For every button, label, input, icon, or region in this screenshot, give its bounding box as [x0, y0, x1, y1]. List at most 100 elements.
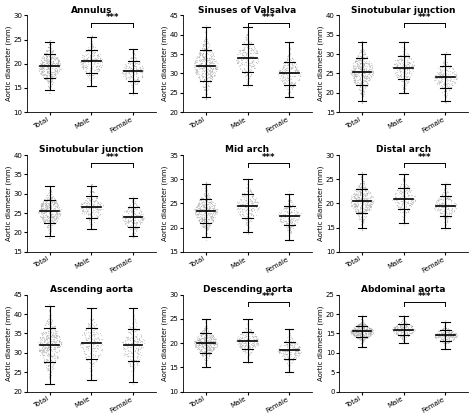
Point: [359, 321, 366, 328]
Point: [440, 189, 448, 195]
Point: [398, 192, 406, 199]
Point: [124, 352, 132, 359]
Point: [128, 353, 136, 360]
Point: [451, 332, 459, 339]
Point: [356, 205, 364, 212]
Point: [48, 63, 56, 70]
Point: [201, 338, 209, 345]
Point: [202, 80, 210, 86]
Point: [199, 340, 207, 347]
Point: [84, 210, 92, 217]
Point: [192, 66, 200, 73]
Point: [54, 202, 61, 209]
Point: [52, 52, 59, 58]
Point: [84, 208, 91, 215]
Point: [274, 347, 282, 354]
Point: [435, 334, 443, 340]
Point: [44, 346, 52, 353]
Point: [368, 325, 375, 332]
Point: [294, 345, 302, 352]
Point: [40, 213, 47, 220]
Point: [43, 332, 50, 339]
Point: [37, 214, 45, 220]
Point: [238, 59, 246, 65]
Point: [442, 335, 450, 342]
Point: [98, 345, 106, 352]
Point: [397, 333, 404, 340]
Point: [357, 213, 365, 220]
Point: [192, 67, 200, 73]
Point: [46, 208, 54, 215]
Point: [79, 63, 87, 70]
Point: [442, 201, 450, 207]
Point: [238, 341, 246, 348]
Point: [130, 78, 137, 85]
Point: [357, 87, 365, 94]
Point: [354, 194, 362, 201]
Point: [446, 76, 454, 83]
Point: [193, 208, 201, 215]
Point: [443, 325, 450, 331]
Point: [91, 58, 99, 65]
Point: [46, 44, 53, 50]
Point: [128, 205, 135, 212]
Point: [246, 339, 253, 346]
Point: [206, 339, 214, 345]
Point: [442, 88, 449, 95]
Point: [356, 65, 364, 72]
Point: [46, 371, 53, 378]
Point: [39, 59, 46, 65]
Point: [121, 67, 129, 73]
Point: [81, 53, 88, 59]
Point: [205, 56, 213, 62]
Point: [275, 346, 283, 352]
Point: [246, 67, 254, 74]
Point: [358, 172, 365, 179]
Point: [291, 63, 299, 70]
Point: [403, 320, 410, 327]
Point: [89, 352, 97, 358]
Point: [291, 349, 298, 356]
Point: [204, 225, 211, 231]
Point: [436, 74, 444, 80]
Point: [207, 200, 214, 207]
Point: [210, 341, 217, 348]
Point: [56, 60, 64, 67]
Point: [201, 327, 208, 334]
Point: [205, 217, 212, 223]
Title: Sinotubular junction: Sinotubular junction: [39, 145, 144, 154]
Point: [347, 200, 355, 207]
Point: [431, 205, 438, 212]
Point: [55, 65, 63, 72]
Point: [395, 200, 403, 207]
Point: [286, 213, 293, 220]
Point: [37, 203, 45, 210]
Point: [354, 60, 362, 67]
Point: [91, 201, 98, 207]
Point: [42, 199, 50, 205]
Point: [199, 331, 207, 337]
Point: [293, 64, 301, 70]
Point: [206, 344, 213, 350]
Point: [133, 353, 141, 360]
Point: [40, 337, 48, 344]
Point: [408, 324, 415, 331]
Point: [133, 66, 141, 72]
Point: [202, 340, 210, 347]
Point: [48, 70, 55, 77]
Point: [442, 67, 450, 74]
Point: [295, 352, 303, 358]
Point: [353, 54, 361, 61]
Point: [49, 201, 56, 208]
Point: [208, 219, 216, 225]
Point: [233, 59, 241, 66]
Point: [38, 340, 46, 347]
Point: [89, 40, 96, 47]
Point: [85, 197, 92, 204]
Point: [201, 190, 209, 197]
Point: [194, 341, 201, 348]
Point: [358, 336, 366, 343]
Point: [127, 60, 134, 67]
Point: [128, 198, 136, 205]
Point: [80, 51, 87, 58]
